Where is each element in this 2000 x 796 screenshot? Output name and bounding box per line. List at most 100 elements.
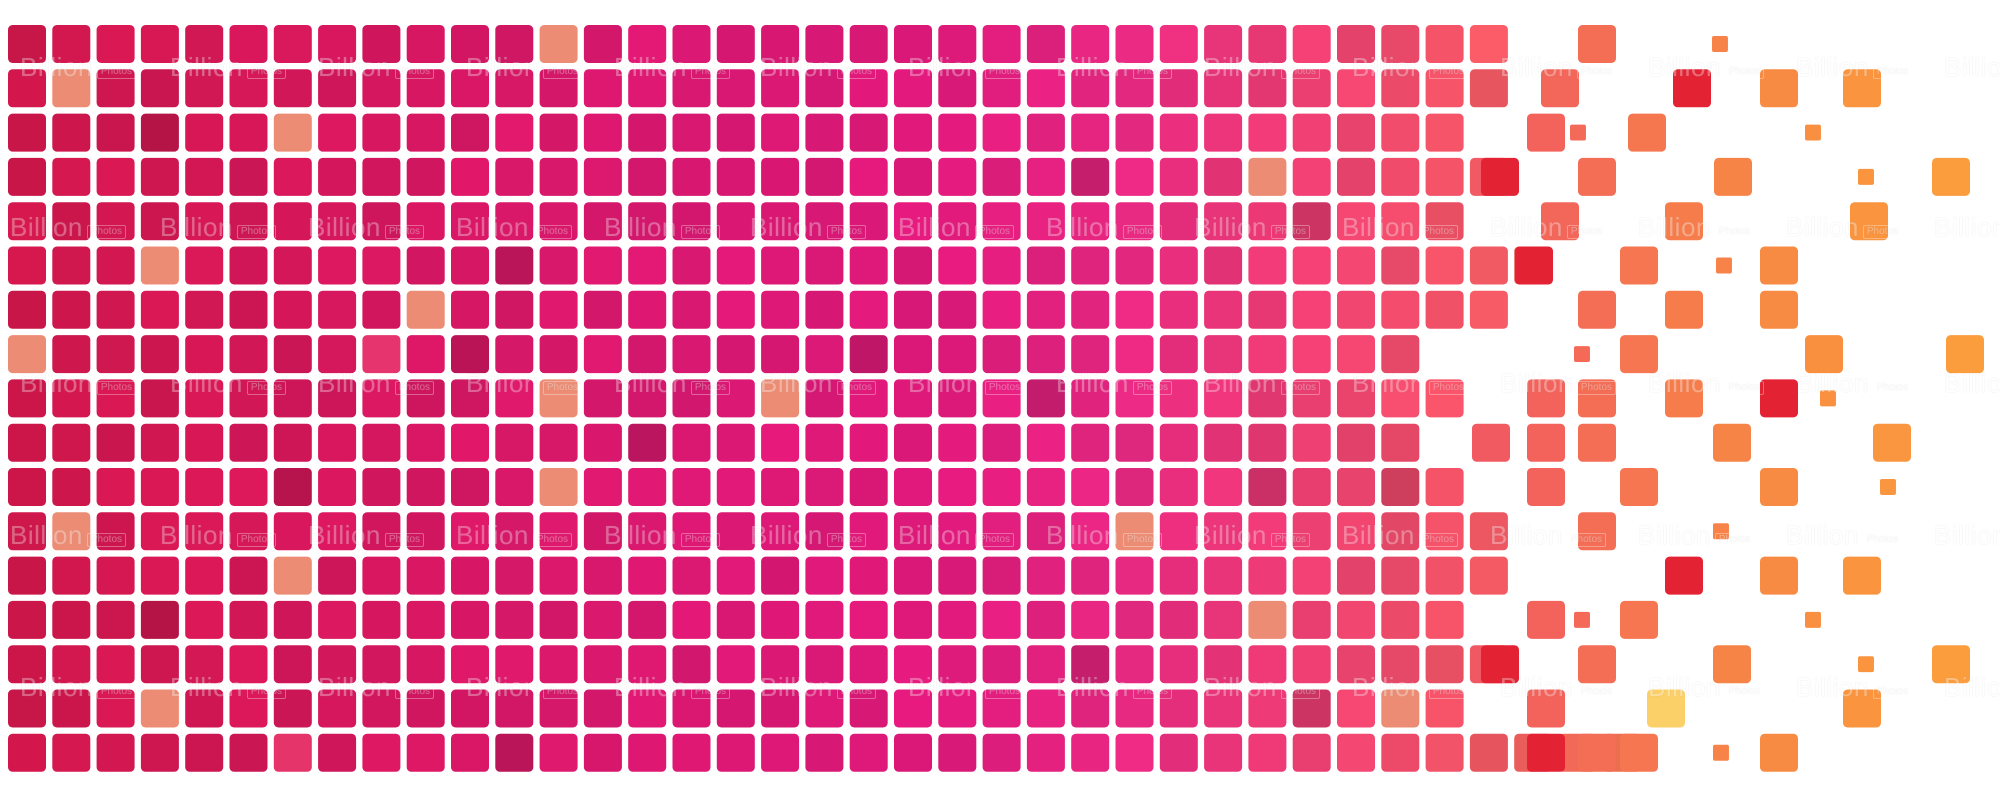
mosaic-tile [982,335,1021,374]
mosaic-tile [362,113,401,152]
mosaic-tile [52,335,91,374]
mosaic-tile [672,645,711,684]
mosaic-tile [96,113,135,152]
mosaic-tile [894,468,932,506]
mosaic-tile [362,645,401,684]
mosaic-tile [672,335,711,374]
mosaic-tile [1527,423,1565,462]
mosaic-tile [1115,379,1154,418]
mosaic-tile [1713,423,1751,462]
mosaic-tile [1843,556,1881,595]
mosaic-tile [761,600,800,639]
mosaic-tile [362,69,401,108]
mosaic-tile [583,290,622,329]
mosaic-tile [140,335,179,374]
mosaic-tile [1946,335,1984,374]
mosaic-tile [849,512,888,551]
mosaic-tile [982,113,1021,152]
mosaic-tile [495,379,534,418]
mosaic-tile [52,379,91,418]
mosaic-tile [1026,468,1065,506]
mosaic-tile [140,379,179,418]
mosaic-tile [140,689,179,728]
mosaic-tile [1071,423,1110,462]
mosaic-tile [1292,423,1331,462]
mosaic-tile [1292,202,1331,241]
mosaic-tile [1578,157,1616,196]
mosaic-tile [140,113,179,152]
mosaic-tile [1292,468,1331,506]
mosaic-tile [1071,733,1110,772]
mosaic-tile [894,512,932,551]
mosaic-tile [8,113,46,152]
mosaic-tile [1248,290,1287,329]
mosaic-tile [1292,290,1331,329]
mosaic-tile [406,69,445,108]
mosaic-tile [318,290,357,329]
mosaic-tile [1292,645,1331,684]
mosaic-tile [938,423,977,462]
mosaic-tile [96,423,135,462]
mosaic-tile [318,113,357,152]
mosaic-tile [628,246,667,285]
mosaic-tile [495,689,534,728]
mosaic-tile [52,113,91,152]
mosaic-tile [1248,335,1287,374]
mosaic-tile [583,600,622,639]
mosaic-tile [318,512,357,551]
mosaic-tile [628,689,667,728]
mosaic-tile [583,25,622,63]
mosaic-tile [1858,168,1874,185]
mosaic-tile [894,423,932,462]
mosaic-tile [982,468,1021,506]
mosaic-tile [1337,733,1375,772]
mosaic-tile [495,556,534,595]
mosaic-tile [451,335,489,374]
mosaic-tile [185,113,224,152]
mosaic-tile [495,113,534,152]
mosaic-tile [982,246,1021,285]
mosaic-tile [761,379,800,418]
mosaic-tile [8,69,46,108]
mosaic-tile [185,290,224,329]
mosaic-tile [96,202,135,241]
mosaic-tile [716,512,755,551]
mosaic-tile [1159,733,1198,772]
mosaic-tile [1337,202,1375,241]
mosaic-tile [805,733,844,772]
mosaic-tile [849,689,888,728]
mosaic-tile [96,556,135,595]
mosaic-tile [273,113,312,152]
mosaic-tile [628,556,667,595]
mosaic-tile [229,290,268,329]
mosaic-tile [1026,689,1065,728]
mosaic-tile [1481,157,1519,196]
mosaic-tile [1204,25,1243,63]
mosaic-tile [672,69,711,108]
mosaic-tile [273,202,312,241]
mosaic-tile [849,25,888,63]
mosaic-tile [140,25,179,63]
mosaic-tile [1873,423,1911,462]
mosaic-tile [1071,25,1110,63]
mosaic-tile [52,600,91,639]
mosaic-tile [539,379,578,418]
mosaic-tile [495,157,534,196]
mosaic-tile [761,157,800,196]
mosaic-tile [52,202,91,241]
mosaic-tile [1115,335,1154,374]
mosaic-tile [1337,157,1375,196]
mosaic-tile [672,512,711,551]
mosaic-tile [8,733,46,772]
mosaic-tile [1527,468,1565,506]
mosaic-tile [894,113,932,152]
mosaic-tile [1248,423,1287,462]
mosaic-tile [1292,25,1331,63]
mosaic-tile [406,423,445,462]
mosaic-tile [672,202,711,241]
mosaic-tile [52,468,91,506]
mosaic-tile [1159,25,1198,63]
mosaic-tile [362,290,401,329]
mosaic-tile [539,645,578,684]
mosaic-tile [1425,379,1464,418]
